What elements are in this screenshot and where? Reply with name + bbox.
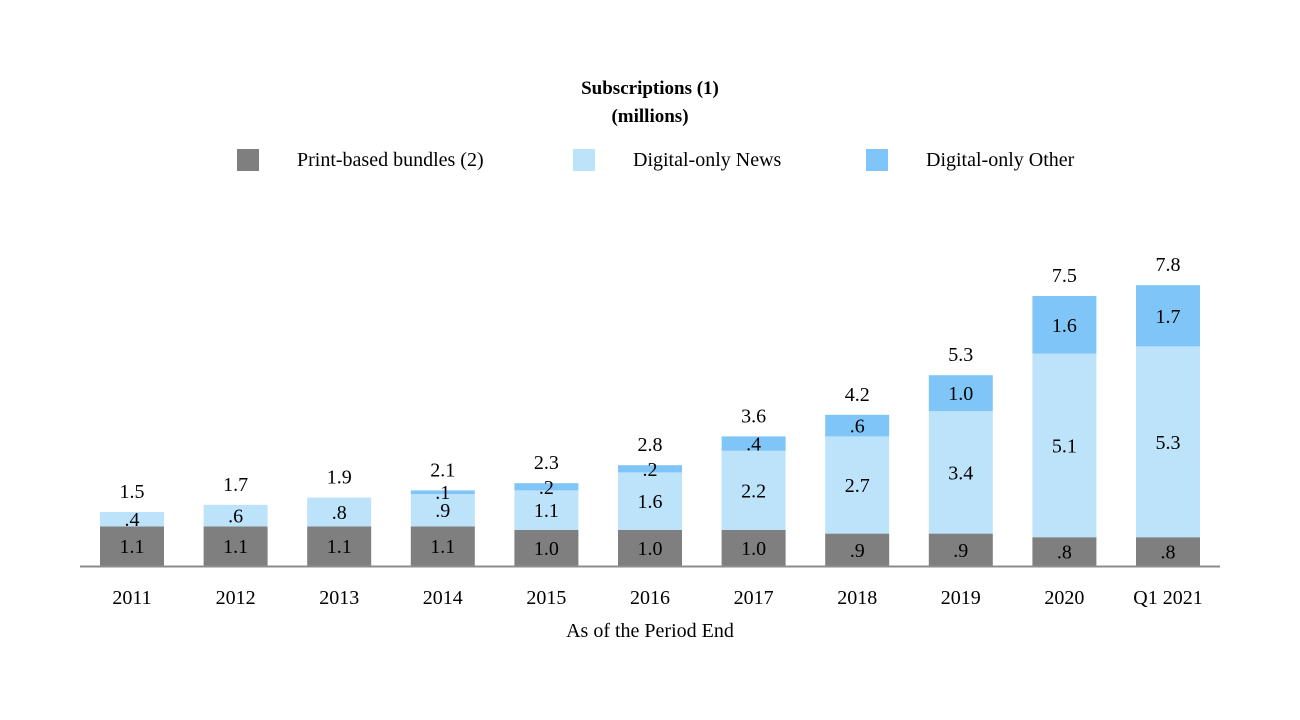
data-label-print-5: 1.0 <box>638 538 663 560</box>
chart-title: Subscriptions (1) <box>581 78 719 99</box>
data-label-print-10: .8 <box>1161 542 1176 564</box>
legend-label-other: Digital-only Other <box>926 148 1075 171</box>
x-tick-label-4: 2015 <box>526 587 566 609</box>
bar-segment-news-8 <box>928 411 993 534</box>
data-label-print-7: .9 <box>850 540 865 562</box>
data-label-news-0: .4 <box>125 509 140 531</box>
data-label-news-2: .8 <box>332 502 347 524</box>
x-tick-label-2: 2013 <box>319 587 359 609</box>
legend-label-news: Digital-only News <box>633 148 782 171</box>
bar-segment-other-4 <box>514 483 579 491</box>
x-tick-label-6: 2017 <box>734 587 774 609</box>
bar-segment-news-10 <box>1136 346 1200 538</box>
data-label-other-6: .4 <box>746 434 761 456</box>
data-label-print-2: 1.1 <box>327 536 352 558</box>
total-label-3: 2.1 <box>430 459 455 481</box>
data-label-print-3: 1.1 <box>430 536 455 558</box>
bar-segment-print-4 <box>514 530 579 566</box>
x-tick-label-9: 2020 <box>1044 587 1084 609</box>
data-label-news-10: 5.3 <box>1156 432 1181 454</box>
legend-swatch-print <box>237 149 259 171</box>
bar-segment-news-0 <box>100 512 164 527</box>
data-label-news-9: 5.1 <box>1052 435 1077 457</box>
data-label-print-1: 1.1 <box>223 536 248 558</box>
total-label-6: 3.6 <box>741 405 766 427</box>
data-label-other-8: 1.0 <box>948 383 973 405</box>
bar-segment-news-5 <box>618 472 682 530</box>
legend-item-digital-only-news: Digital-only News <box>573 148 781 172</box>
legend-swatch-other <box>866 149 888 171</box>
bar-segment-print-3 <box>410 526 475 566</box>
bar-segment-print-0 <box>100 526 164 566</box>
x-tick-label-8: 2019 <box>941 587 981 609</box>
total-label-9: 7.5 <box>1052 265 1077 287</box>
x-tick-label-3: 2014 <box>423 587 463 609</box>
data-label-news-4: 1.1 <box>534 500 559 522</box>
x-tick-label-5: 2016 <box>630 587 670 609</box>
total-label-0: 1.5 <box>120 481 145 503</box>
x-tick-label-10: Q1 2021 <box>1133 587 1202 609</box>
data-label-print-8: .9 <box>953 540 968 562</box>
total-label-2: 1.9 <box>327 467 352 489</box>
bar-segment-print-8 <box>928 533 993 566</box>
bar-segment-other-3 <box>410 490 475 494</box>
bar-segment-news-2 <box>307 497 372 527</box>
x-tick-label-1: 2012 <box>216 587 256 609</box>
total-label-5: 2.8 <box>638 434 663 456</box>
legend-item-print-based-bundles: Print-based bundles (2) <box>237 148 484 172</box>
data-label-other-7: .6 <box>850 416 865 438</box>
data-label-news-8: 3.4 <box>948 462 973 484</box>
data-label-other-3: .1 <box>435 482 450 504</box>
data-label-news-1: .6 <box>228 506 243 528</box>
bar-segment-print-1 <box>203 526 268 566</box>
data-label-news-7: 2.7 <box>845 475 870 497</box>
legend-item-digital-only-other: Digital-only Other <box>866 148 1074 172</box>
bar-segment-news-9 <box>1032 353 1097 538</box>
bar-segment-print-7 <box>825 533 890 566</box>
data-label-print-4: 1.0 <box>534 538 559 560</box>
data-label-print-0: 1.1 <box>120 536 145 558</box>
bar-segment-print-5 <box>618 530 682 566</box>
data-label-news-5: 1.6 <box>638 491 663 513</box>
chart-subtitle: (millions) <box>611 106 689 127</box>
data-label-news-3: .9 <box>435 500 450 522</box>
x-axis-label: As of the Period End <box>566 620 734 642</box>
legend-swatch-news <box>573 149 595 171</box>
bar-segment-other-7 <box>825 414 890 437</box>
total-label-7: 4.2 <box>845 384 870 406</box>
data-label-print-6: 1.0 <box>741 538 766 560</box>
bar-segment-news-7 <box>825 436 890 534</box>
bar-segment-print-2 <box>307 526 372 566</box>
data-label-print-9: .8 <box>1057 542 1072 564</box>
data-label-other-9: 1.6 <box>1052 315 1077 337</box>
data-label-news-6: 2.2 <box>741 480 766 502</box>
bar-segment-news-1 <box>203 504 268 527</box>
total-label-8: 5.3 <box>948 344 973 366</box>
bar-segment-other-6 <box>721 436 786 451</box>
bar-segment-other-9 <box>1032 296 1097 354</box>
data-label-other-5: .2 <box>643 459 658 481</box>
x-tick-label-0: 2011 <box>112 587 151 609</box>
bar-segment-other-10 <box>1136 285 1200 347</box>
x-tick-label-7: 2018 <box>837 587 877 609</box>
bar-segment-print-6 <box>721 530 786 566</box>
legend-label-print: Print-based bundles (2) <box>297 148 484 171</box>
bar-segment-other-5 <box>618 465 682 473</box>
bar-segment-other-8 <box>928 375 993 412</box>
data-label-other-4: .2 <box>539 477 554 499</box>
bar-segment-news-4 <box>514 490 579 530</box>
total-label-1: 1.7 <box>223 474 248 496</box>
bar-segment-print-10 <box>1136 537 1200 566</box>
total-label-10: 7.8 <box>1156 254 1181 276</box>
bar-segment-news-3 <box>410 494 475 527</box>
total-label-4: 2.3 <box>534 452 559 474</box>
bar-segment-print-9 <box>1032 537 1097 566</box>
bar-segment-news-6 <box>721 450 786 530</box>
data-label-other-10: 1.7 <box>1156 306 1181 328</box>
